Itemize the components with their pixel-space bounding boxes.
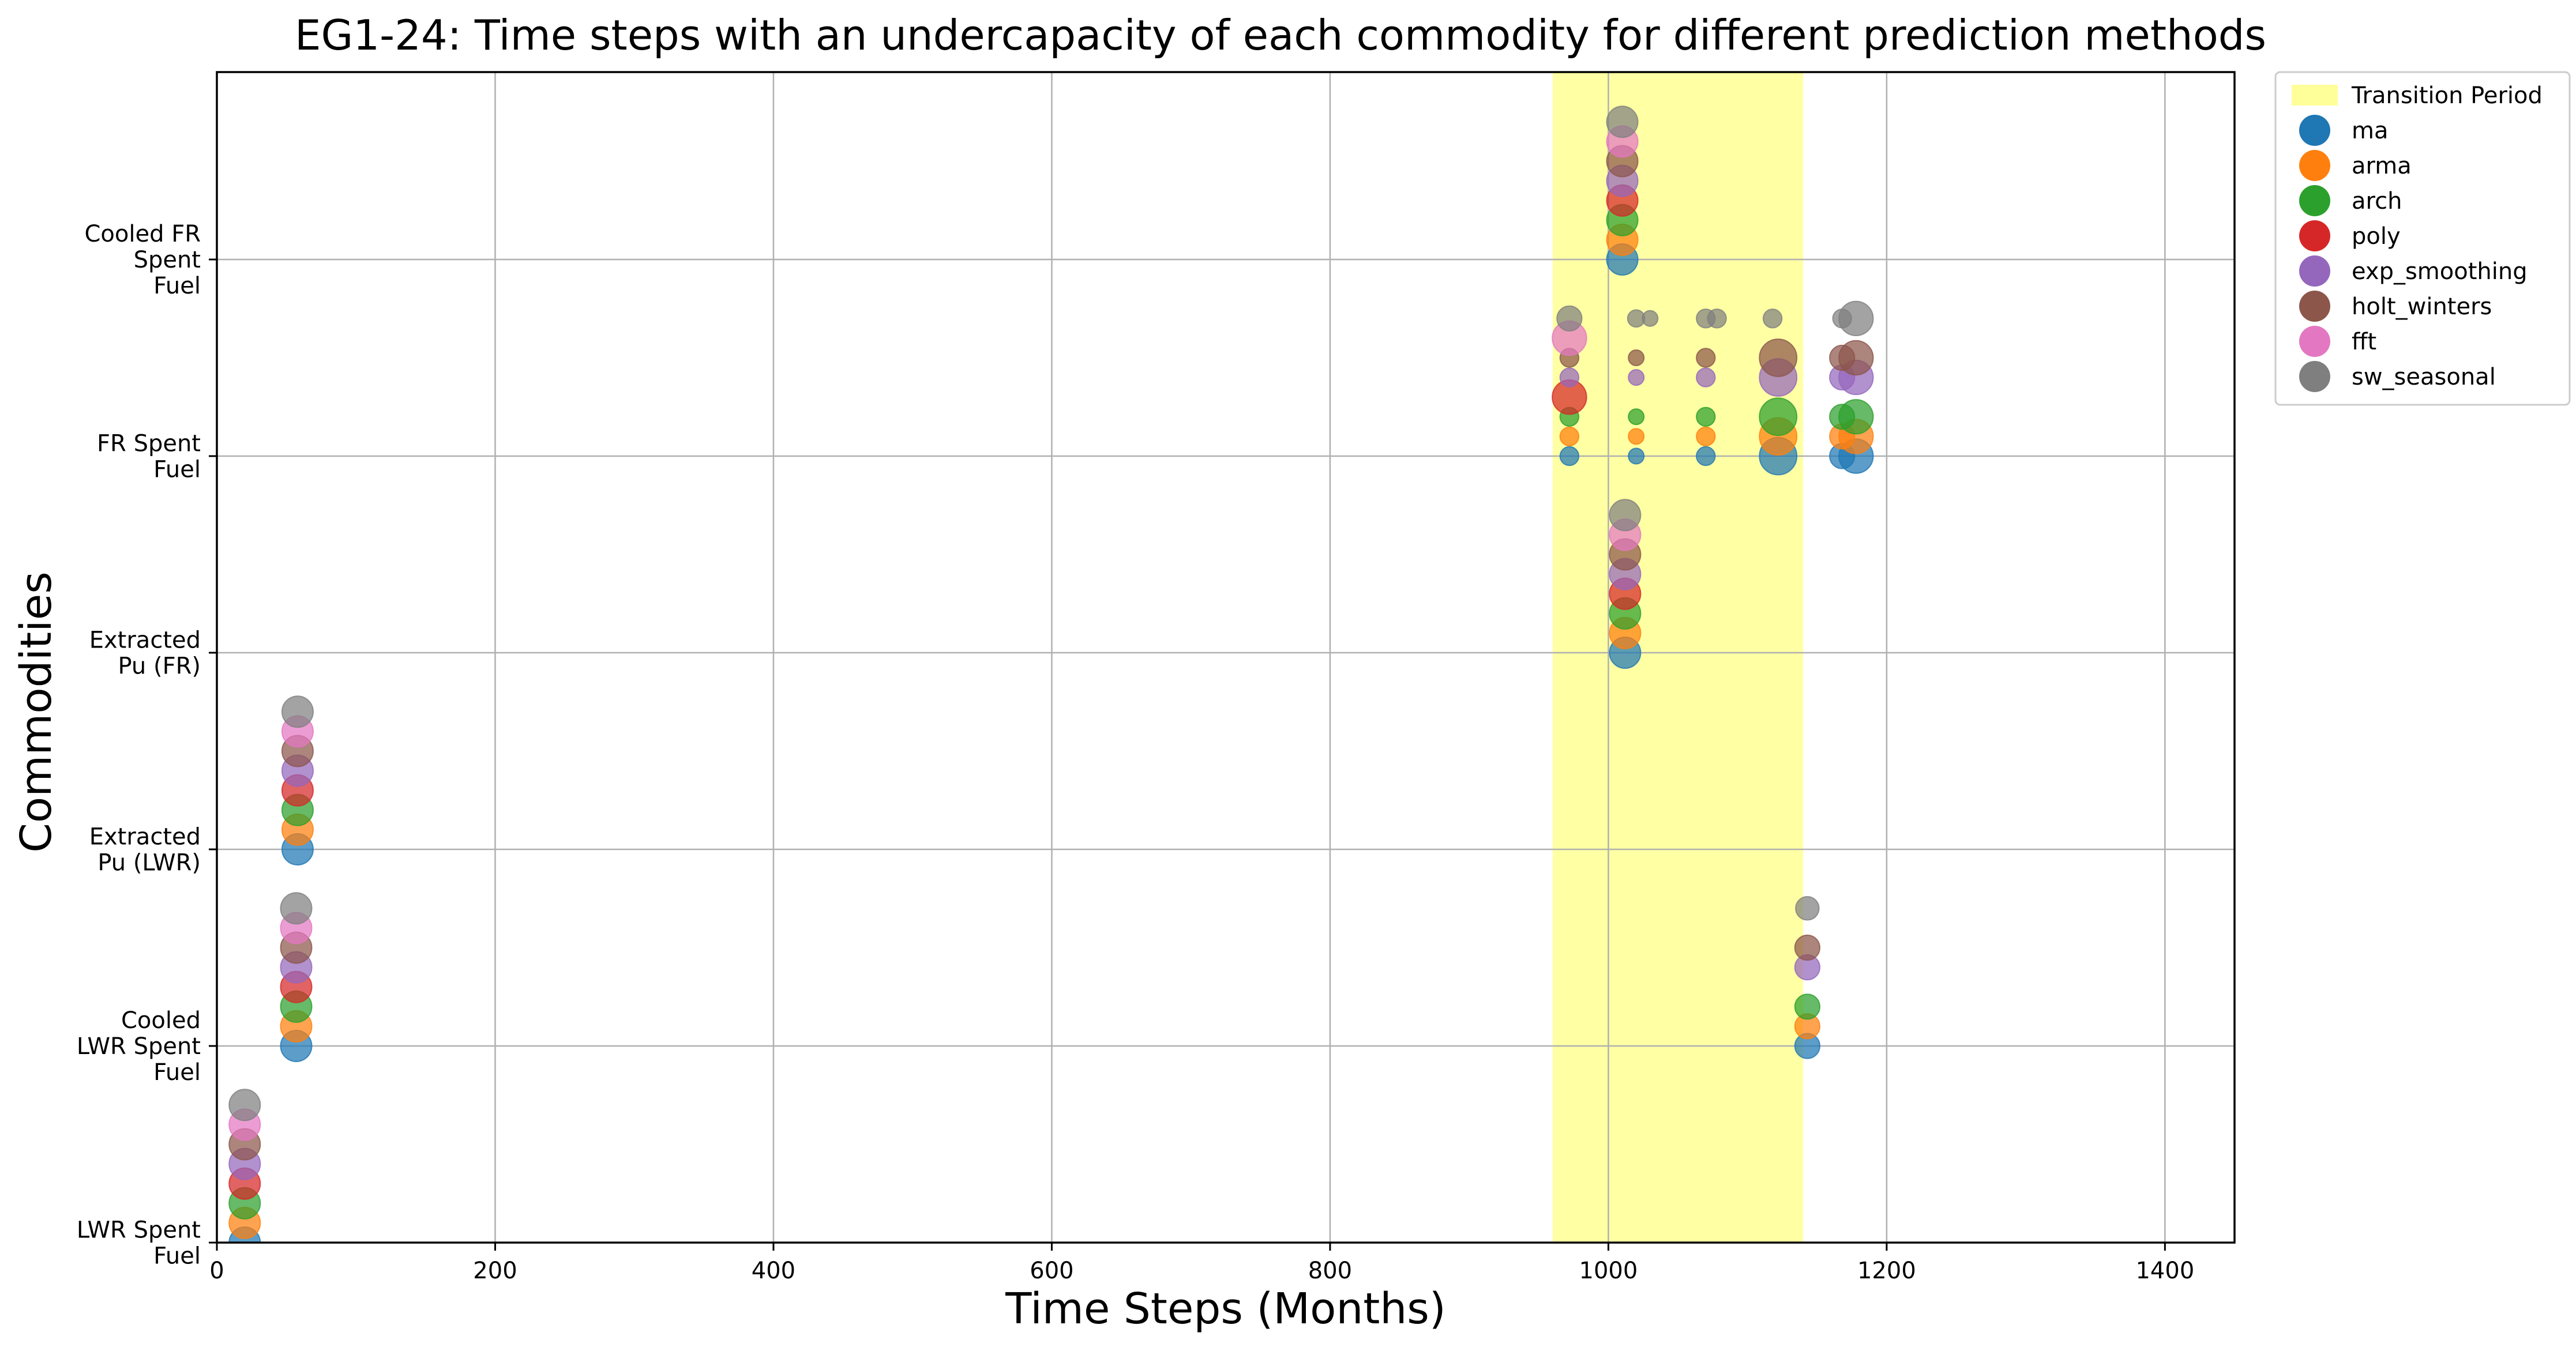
data-point-holt_winters: [1759, 338, 1798, 377]
data-point-sw_seasonal: [1838, 300, 1874, 336]
y-tick-label: Extracted: [89, 627, 201, 654]
data-point-holt_winters: [1628, 349, 1645, 366]
data-point-sw_seasonal: [228, 1089, 261, 1122]
legend-label-fft: fft: [2352, 329, 2376, 355]
legend-marker-holt_winters: [2299, 291, 2330, 322]
x-tick-label: 600: [1030, 1258, 1073, 1284]
y-tick-label: Extracted: [89, 824, 201, 851]
legend-box: [2274, 71, 2571, 406]
data-point-arma: [1628, 428, 1645, 445]
data-point-sw_seasonal: [1795, 896, 1820, 921]
data-point-arma: [1559, 426, 1580, 447]
data-point-holt_winters: [1794, 934, 1820, 961]
x-tick-label: 1000: [1579, 1258, 1638, 1284]
points-layer: [228, 106, 1874, 1243]
data-point-sw_seasonal: [1556, 305, 1583, 332]
data-point-sw_seasonal: [1762, 308, 1783, 329]
y-tick-label: Cooled: [121, 1007, 201, 1034]
data-point-sw_seasonal: [280, 892, 313, 925]
data-point-ma: [1628, 447, 1645, 465]
legend-label-transition-period: Transition Period: [2351, 82, 2543, 109]
legend-marker-ma: [2299, 115, 2330, 146]
data-point-arch: [1628, 408, 1645, 426]
data-point-sw_seasonal: [1609, 499, 1642, 532]
legend-marker-arma: [2299, 150, 2330, 181]
y-tick-label: FR Spent: [97, 431, 201, 457]
x-axis-label: Time Steps (Months): [1005, 1284, 1445, 1334]
x-tick-label: 200: [473, 1258, 517, 1284]
data-point-exp_smoothing: [1696, 367, 1716, 387]
legend-label-arma: arma: [2352, 153, 2412, 179]
legend-marker-sw_seasonal: [2299, 361, 2330, 392]
y-tick-label: Fuel: [153, 273, 201, 299]
data-point-ma: [1696, 446, 1716, 466]
data-point-arch: [1794, 994, 1820, 1020]
data-point-holt_winters: [1696, 348, 1716, 368]
x-tick-label: 0: [209, 1258, 224, 1284]
y-tick-label: Pu (LWR): [97, 850, 201, 876]
legend-label-exp_smoothing: exp_smoothing: [2352, 258, 2528, 285]
data-point-exp_smoothing: [1628, 369, 1645, 386]
y-tick-label: Cooled FR: [84, 221, 201, 247]
data-point-sw_seasonal: [1642, 310, 1659, 327]
legend-marker-fft: [2299, 326, 2330, 357]
x-tick-label: 800: [1308, 1258, 1352, 1284]
data-point-sw_seasonal: [281, 695, 314, 728]
y-tick-label: Pu (FR): [118, 653, 201, 680]
legend-label-poly: poly: [2352, 223, 2401, 250]
legend-marker-arch: [2299, 185, 2330, 216]
legend-swatch-transition-period: [2292, 85, 2338, 106]
data-point-arch: [1838, 399, 1874, 435]
data-point-arch: [1759, 397, 1798, 436]
y-tick-label: LWR Spent: [77, 1217, 201, 1244]
legend-label-ma: ma: [2352, 118, 2388, 144]
legend: Transition Period ma arma arch poly exp_smoot…: [2274, 71, 2571, 406]
y-tick-label: LWR Spent: [77, 1033, 201, 1060]
data-point-sw_seasonal: [1707, 308, 1727, 329]
legend-label-sw_seasonal: sw_seasonal: [2352, 364, 2496, 390]
transition-period-band: [1552, 72, 1804, 1243]
x-tick-label: 1200: [1857, 1258, 1916, 1284]
data-point-arma: [1696, 426, 1716, 447]
y-tick-label: Fuel: [153, 1243, 201, 1270]
legend-label-holt_winters: holt_winters: [2352, 293, 2492, 320]
axes-frame: [216, 71, 2236, 1244]
legend-marker-exp_smoothing: [2299, 255, 2330, 287]
y-tick-label: Fuel: [153, 457, 201, 483]
data-point-sw_seasonal: [1606, 106, 1639, 138]
data-point-holt_winters: [1838, 340, 1874, 376]
legend-label-arch: arch: [2352, 188, 2402, 214]
x-tick-label: 400: [752, 1258, 795, 1284]
legend-marker-poly: [2299, 220, 2330, 251]
x-tick-label: 1400: [2135, 1258, 2194, 1284]
y-tick-label: Spent: [134, 247, 201, 273]
y-axis-label: Commodities: [12, 571, 61, 853]
data-point-exp_smoothing: [1559, 367, 1580, 387]
data-point-arch: [1696, 407, 1716, 427]
y-tick-label: Fuel: [153, 1059, 201, 1086]
chart-title: EG1-24: Time steps with an undercapacity…: [295, 11, 2266, 59]
data-point-ma: [1559, 446, 1580, 466]
